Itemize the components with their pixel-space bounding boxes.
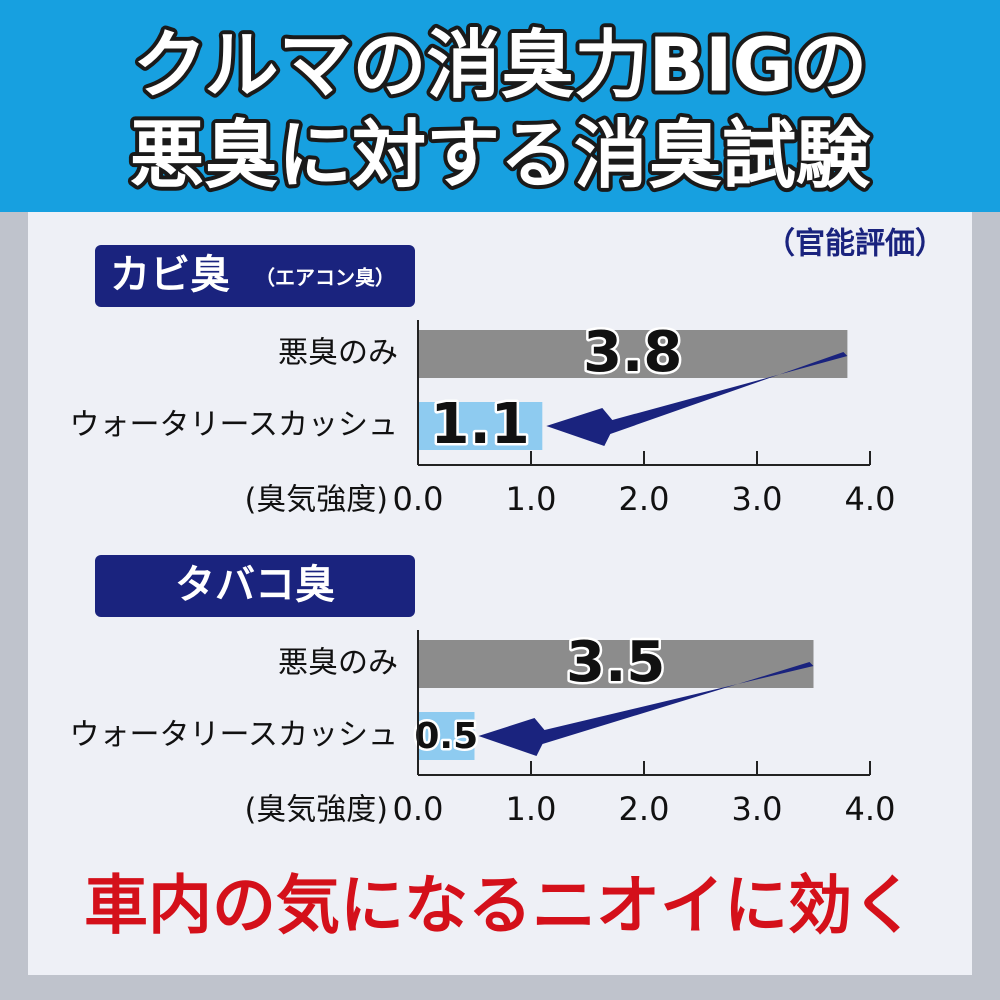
x-tick-label: 1.0: [506, 790, 557, 828]
title: 悪臭に対する消臭試験: [130, 113, 871, 199]
category-label: ウォータリースカッシュ: [70, 718, 399, 753]
x-tick-label: 4.0: [845, 790, 896, 828]
category-label: ウォータリースカッシュ: [70, 408, 399, 443]
x-tick-label: 2.0: [619, 480, 670, 518]
x-tick-label: 4.0: [845, 480, 896, 518]
bar: [418, 712, 475, 760]
value-label: 3.8: [583, 320, 682, 385]
section-title: カビ臭: [110, 252, 230, 298]
title: クルマの消臭力BIGの: [133, 23, 867, 109]
value-label: 3.5: [566, 630, 665, 695]
bar: [418, 640, 814, 688]
bar: [418, 402, 543, 450]
bar: [418, 330, 848, 378]
value-label: 0.5: [414, 716, 478, 757]
x-tick-label: 3.0: [732, 790, 783, 828]
x-axis-label: (臭気強度): [245, 793, 388, 828]
x-tick-label: 1.0: [506, 480, 557, 518]
section-label-box: [95, 555, 415, 617]
x-axis-label: (臭気強度): [245, 483, 388, 518]
x-tick-label: 3.0: [732, 480, 783, 518]
category-label: 悪臭のみ: [278, 336, 398, 371]
header-band: [0, 0, 1000, 212]
arrow: [478, 662, 814, 756]
x-tick-label: 0.0: [393, 480, 444, 518]
section-label-box: [95, 245, 415, 307]
note: （官能評価）: [765, 227, 945, 262]
section-title: タバコ臭: [175, 562, 335, 608]
footer: 車内の気になるニオイに効く: [84, 870, 916, 944]
section-subtitle: （エアコン臭）: [255, 266, 395, 290]
arrow: [546, 352, 848, 446]
x-tick-label: 0.0: [393, 790, 444, 828]
category-label: 悪臭のみ: [278, 646, 398, 681]
x-tick-label: 2.0: [619, 790, 670, 828]
value-label: 1.1: [431, 392, 530, 457]
